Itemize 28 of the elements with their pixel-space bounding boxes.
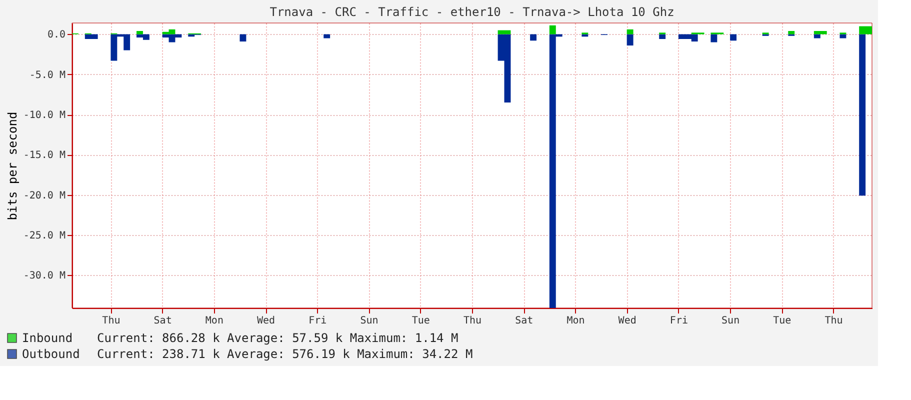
- y-tick-label: -5.0 M: [29, 70, 66, 81]
- y-tick-label: -30.0 M: [23, 270, 66, 282]
- x-tick-label: Fri: [308, 316, 327, 326]
- x-tick-label: Thu: [824, 316, 843, 326]
- y-tick-label: -10.0 M: [23, 110, 66, 122]
- legend-label: Outbound: [22, 347, 80, 361]
- legend-label: Inbound: [22, 331, 73, 345]
- x-tick-label: Wed: [618, 316, 636, 326]
- x-tick-label: Tue: [412, 316, 430, 326]
- x-tick-label: Thu: [102, 316, 120, 326]
- x-tick-label: Sat: [515, 316, 534, 326]
- x-tick-label: Sat: [154, 316, 172, 326]
- y-tick-label: 0.0: [47, 30, 66, 41]
- x-tick-label: Fri: [670, 316, 688, 326]
- x-tick-label: Wed: [257, 316, 276, 326]
- x-tick-label: Thu: [463, 316, 482, 326]
- y-axis-title: bits per second: [5, 112, 20, 220]
- y-tick-label: -20.0 M: [23, 190, 66, 202]
- x-tick-label: Tue: [773, 316, 792, 326]
- x-tick-label: Mon: [205, 316, 224, 326]
- x-tick-label: Mon: [566, 316, 585, 326]
- text: Current: 866.28 k Average: 57.59 k Maximum: 1.14 M: [97, 331, 458, 345]
- x-tick-label: Sun: [360, 316, 378, 326]
- y-tick-label: -15.0 M: [23, 150, 66, 162]
- x-tick-label: Sun: [722, 316, 740, 326]
- text: Current: 238.71 k Average: 576.19 k Maximum: 34.22 M: [97, 347, 473, 361]
- chart-title: Trnava - CRC - Traffic - ether10 - Trnava-> Lhota 10 Ghz: [270, 5, 674, 19]
- y-tick-label: -25.0 M: [23, 230, 66, 242]
